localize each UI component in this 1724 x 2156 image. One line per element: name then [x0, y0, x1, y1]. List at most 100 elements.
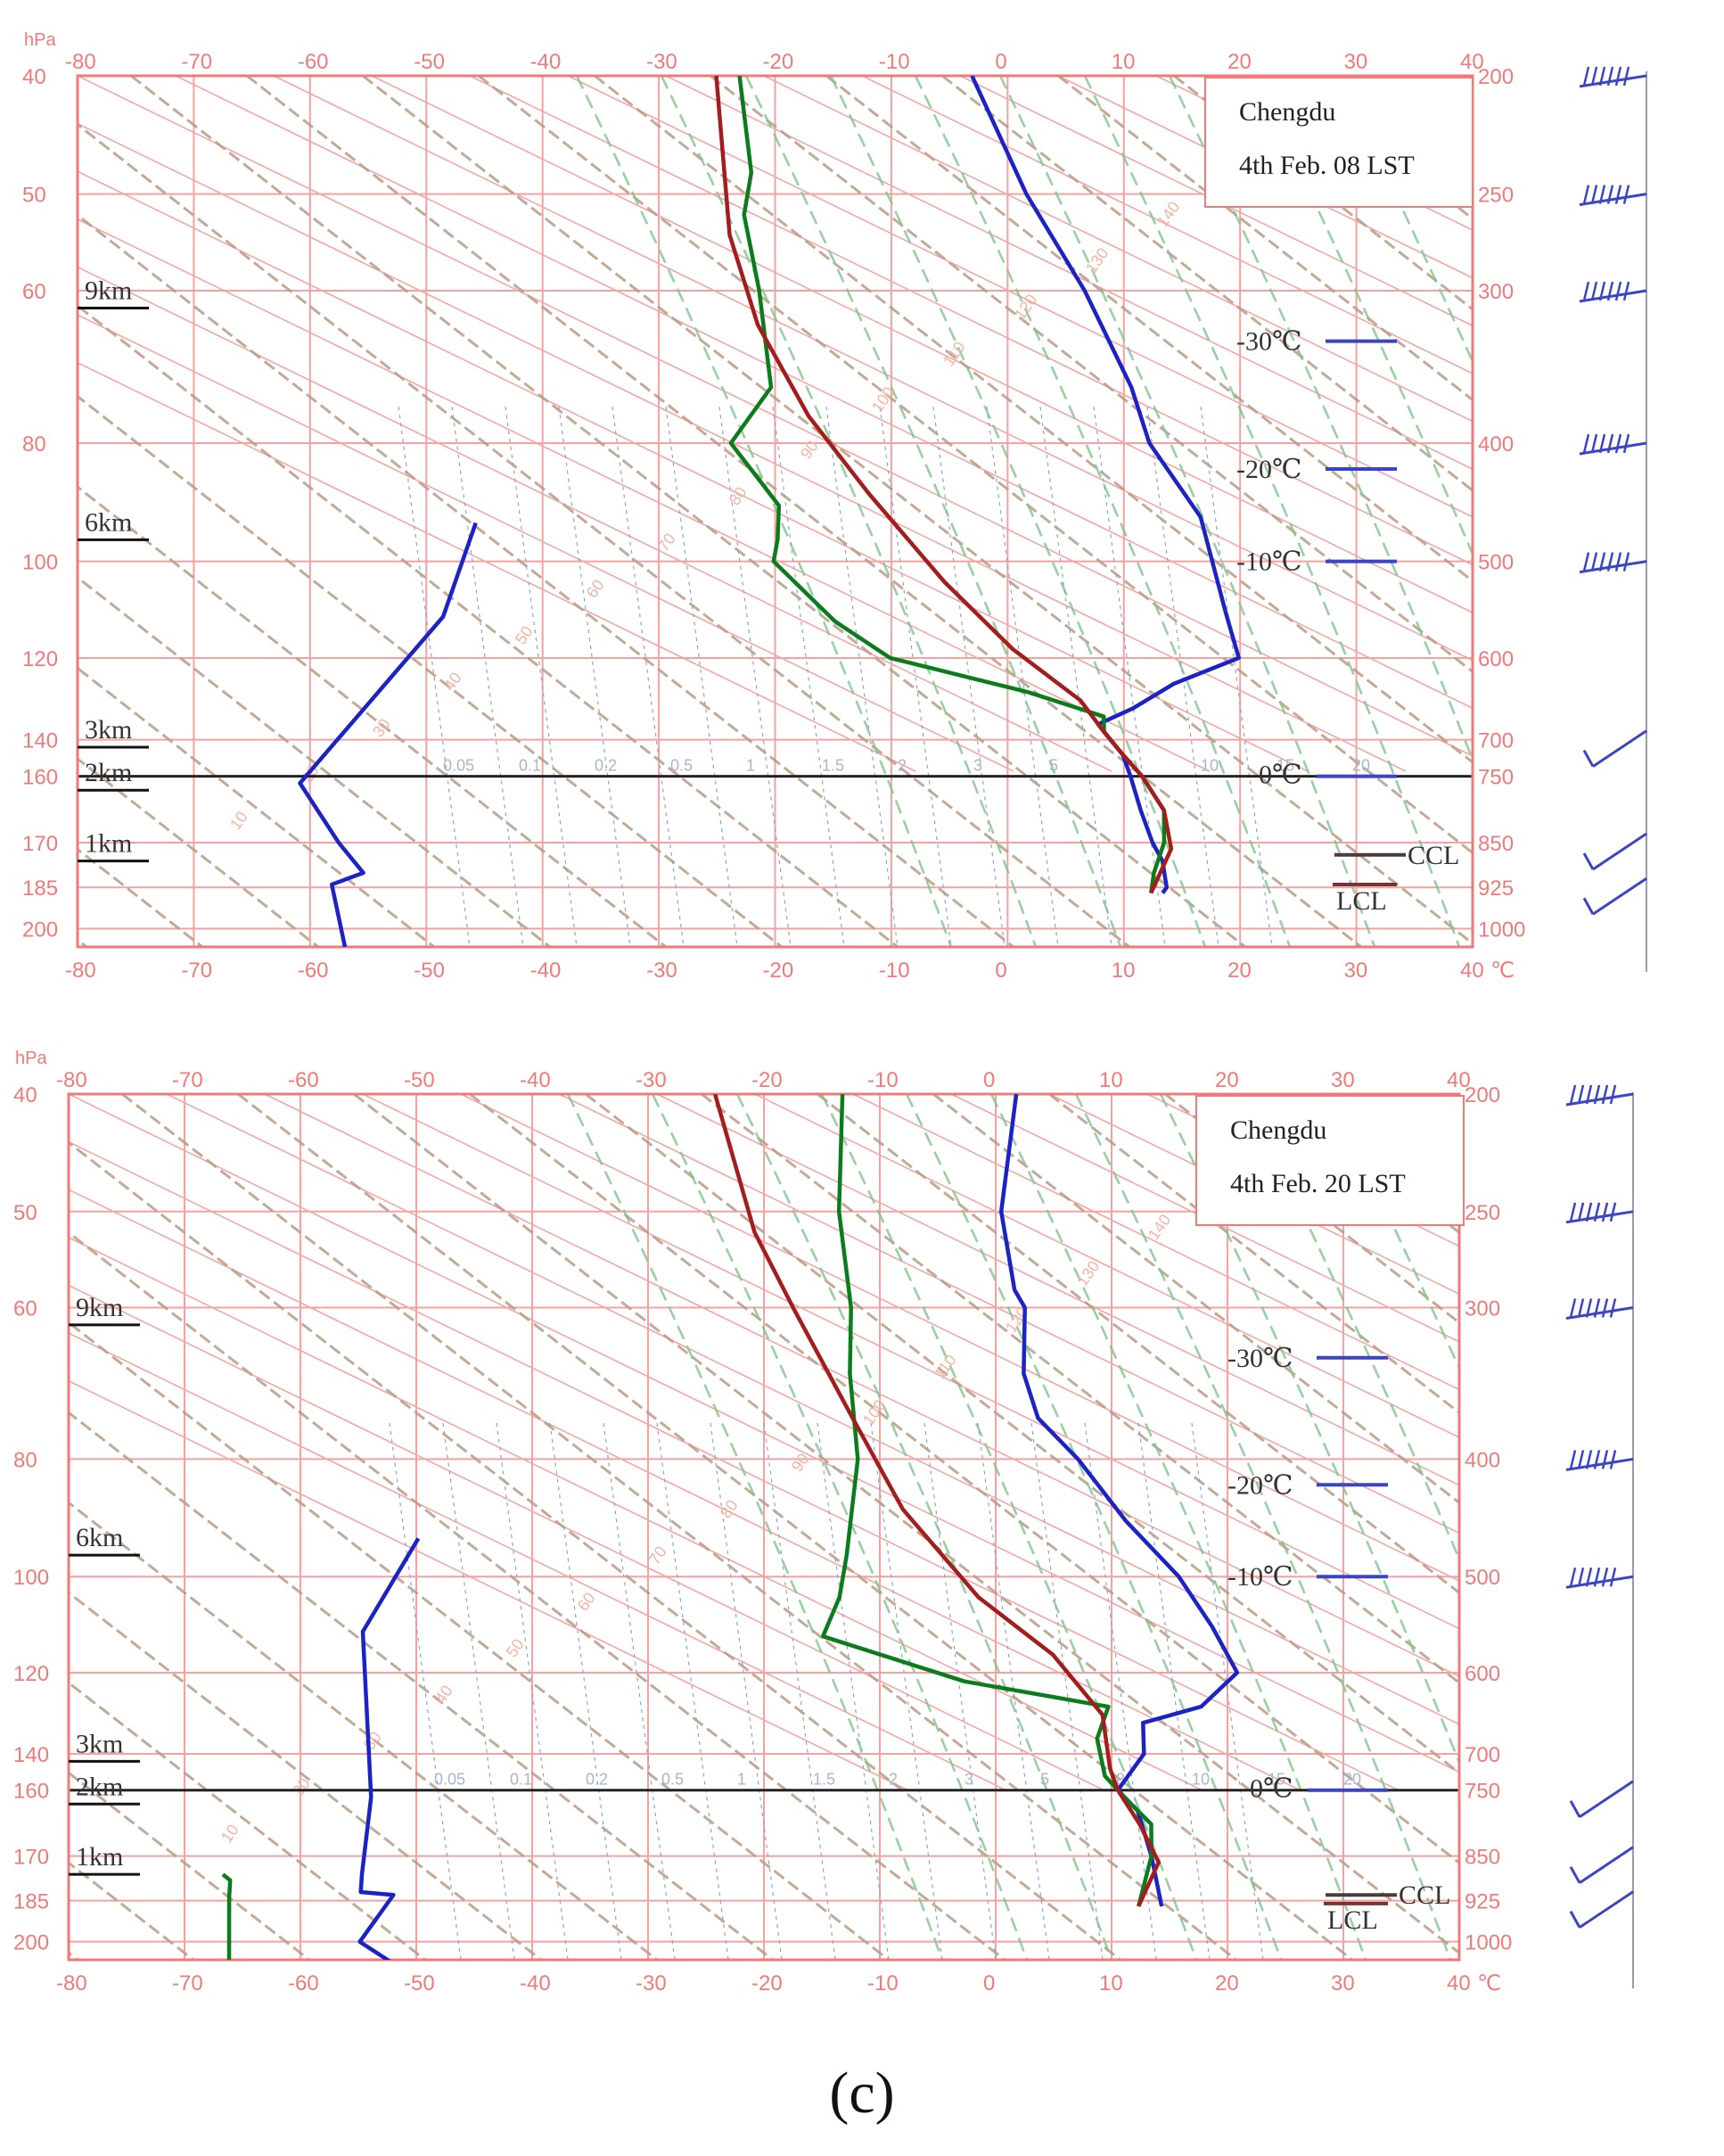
right-pressure-tick: 850	[1478, 832, 1514, 856]
isotherm-line	[78, 314, 1014, 772]
height-label: 1km	[85, 829, 132, 859]
left-pressure-tick: 200	[13, 1931, 49, 1955]
wind-barb	[1569, 1780, 1634, 1818]
mixing-ratio-line	[558, 407, 631, 947]
bottom-temp-tick: 0	[983, 1971, 995, 1996]
wind-barb-flag	[1590, 433, 1598, 454]
mixing-ratio-label: 5	[1049, 757, 1058, 775]
mixing-ratio-label: 15	[1277, 757, 1294, 775]
wind-barb-tick	[1569, 1800, 1581, 1818]
right-pressure-tick: 400	[1478, 432, 1514, 457]
right-pressure-tick: 750	[1465, 1780, 1500, 1804]
freezing-legend-label: 0℃	[1259, 761, 1302, 790]
moist-adiabat	[820, 1094, 1198, 1960]
wind-barb-flag	[1622, 66, 1630, 86]
right-pressure-tick: 400	[1465, 1448, 1500, 1472]
isotherm-line	[558, 1094, 1459, 1535]
right-pressure-tick: 200	[1465, 1083, 1500, 1107]
wind-barb-flag	[1577, 1298, 1585, 1318]
wind-barb-flag	[1585, 1567, 1593, 1587]
theta-label: 140	[1153, 198, 1184, 230]
wind-barb-flag	[1577, 1202, 1585, 1222]
dry-adiabat	[478, 76, 1473, 855]
mixing-ratio-label: 10	[1192, 1771, 1210, 1789]
moist-adiabat	[914, 76, 1292, 947]
wind-profile	[1579, 66, 1647, 972]
mixing-ratio-label: 0.05	[443, 757, 474, 775]
isotherm-line	[78, 266, 1112, 772]
left-pressure-tick: 100	[13, 1566, 49, 1590]
mixing-ratio-label: 2	[889, 1771, 898, 1789]
dry-adiabat	[1173, 76, 1473, 311]
bottom-temp-tick: -30	[636, 1971, 667, 1996]
theta-label: 120	[1011, 291, 1041, 323]
theta-label: 50	[503, 1635, 528, 1660]
right-pressure-tick: 600	[1465, 1662, 1500, 1686]
lcl-label: LCL	[1336, 886, 1387, 916]
wind-barb-shaft	[1565, 1575, 1634, 1589]
dry-adiabat	[69, 1681, 426, 1960]
isotherm-line	[175, 76, 1473, 710]
observation-time: 4th Feb. 08 LST	[1239, 151, 1415, 180]
wind-barb-flag	[1622, 552, 1630, 572]
isotherm-line	[754, 1094, 1459, 1439]
moist-adiabat	[575, 76, 953, 947]
theta-label: 40	[431, 1682, 456, 1707]
mixing-ratio-label: 1.5	[813, 1771, 835, 1789]
series-group	[221, 1094, 1240, 1960]
top-temp-tick: 40	[1460, 50, 1484, 74]
isotherm-line	[362, 1094, 1459, 1630]
top-temp-tick: -30	[636, 1068, 667, 1092]
bottom-temp-tick: -20	[751, 1971, 783, 1996]
mixing-ratio-line	[505, 407, 578, 947]
mixing-ratio-line	[496, 1422, 569, 1960]
wind-barb	[1565, 1202, 1634, 1224]
mixing-ratio-line	[1030, 1422, 1104, 1960]
top-temp-tick: -50	[404, 1068, 435, 1092]
wind-barb-flag	[1622, 281, 1630, 301]
right-pressure-tick: 600	[1478, 647, 1514, 671]
moist-adiabat	[1159, 1094, 1459, 1766]
mixing-ratio-line	[1084, 1422, 1157, 1960]
moist-adiabat	[651, 1094, 1029, 1960]
right-pressure-tick: 300	[1478, 280, 1514, 304]
wind-barb-flag	[1601, 1202, 1609, 1222]
wind-barb-flag	[1590, 185, 1598, 204]
right-pressure-tick: 200	[1478, 65, 1514, 89]
bottom-temp-tick: 20	[1215, 1971, 1239, 1996]
dry-adiabat	[353, 1094, 1459, 1955]
dry-adiabat	[585, 1094, 1459, 1775]
left-pressure-tick: 80	[22, 432, 46, 457]
isotherm-line	[69, 1140, 1398, 1790]
height-label: 3km	[76, 1729, 123, 1758]
dry-adiabat	[78, 394, 783, 947]
right-pressure-tick: 1000	[1478, 918, 1525, 942]
moist-adiabat	[905, 1094, 1283, 1960]
top-temp-tick: -50	[414, 50, 445, 74]
isotherm-line	[665, 76, 1473, 471]
hpa-label: hPa	[15, 1049, 47, 1068]
wind-barb-flag	[1606, 433, 1614, 454]
wind-barb-flag	[1598, 281, 1606, 301]
moist-adiabat	[1499, 1094, 1724, 1960]
left-pressure-tick: 40	[13, 1083, 37, 1107]
top-temp-tick: 10	[1112, 50, 1136, 74]
top-temp-tick: 20	[1215, 1068, 1239, 1092]
mixing-ratio-label: 1	[746, 757, 755, 775]
wind-barb-shaft	[1579, 1890, 1634, 1929]
wind-barb-shaft	[1579, 74, 1647, 88]
dry-adiabat	[237, 1094, 1353, 1960]
wind-barb-flag	[1601, 1567, 1609, 1587]
wind-barb	[1579, 185, 1647, 207]
wind-barb-flag	[1598, 185, 1606, 204]
top-temp-tick: -80	[65, 50, 96, 74]
dry-adiabat	[932, 1094, 1459, 1505]
top-temp-tick: -30	[646, 50, 677, 74]
isotherm-legend-label: -20℃	[1236, 455, 1302, 484]
wind-barb-shaft	[1579, 1846, 1634, 1884]
mixing-ratio-line	[1039, 407, 1112, 947]
theta-label: 40	[440, 669, 465, 694]
mixing-ratio-line	[718, 407, 792, 947]
lcl-label: LCL	[1327, 1905, 1378, 1935]
wind-barb-flag	[1582, 281, 1590, 301]
